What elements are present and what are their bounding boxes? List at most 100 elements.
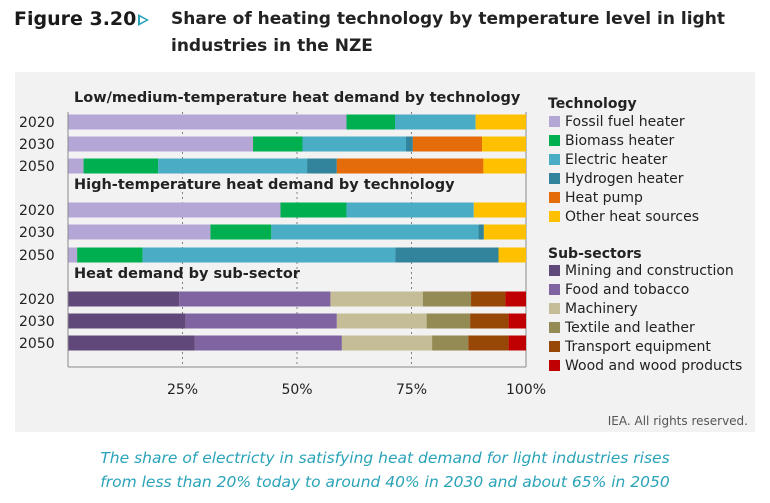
legend-item: Hydrogen heater	[565, 171, 684, 187]
bar-segment	[471, 291, 506, 307]
bar-segment	[395, 247, 499, 263]
legend-swatch	[549, 192, 560, 203]
bar-segment	[346, 202, 474, 218]
stacked-bar-chart: Low/medium-temperature heat demand by te…	[19, 90, 742, 398]
bar-segment	[498, 247, 526, 263]
bar-segment	[68, 224, 211, 240]
bar-segment	[68, 291, 180, 307]
figure-header: Figure 3.20 Share of heating technology …	[14, 6, 764, 66]
bar-segment	[307, 158, 337, 174]
bar-segment	[271, 224, 479, 240]
bar-segment	[280, 202, 347, 218]
bar-segment	[475, 114, 526, 130]
panel-title: Low/medium-temperature heat demand by te…	[74, 90, 521, 106]
bar-segment	[185, 313, 337, 329]
category-label: 2020	[19, 203, 55, 219]
legend-swatch	[549, 211, 560, 222]
bar-segment	[473, 202, 526, 218]
bar-segment	[68, 158, 84, 174]
bar-segment	[412, 136, 483, 152]
chart-panel: Low/medium-temperature heat demand by te…	[15, 72, 755, 432]
bar-segment	[468, 335, 509, 351]
category-label: 2050	[19, 248, 55, 264]
legend-swatch	[549, 135, 560, 146]
bar-segment	[508, 335, 526, 351]
bar-segment	[194, 335, 342, 351]
legend-swatch	[549, 322, 560, 333]
bar-segment	[83, 158, 159, 174]
figure-label: Figure 3.20	[14, 8, 137, 30]
bar-segment	[68, 114, 347, 130]
bar-segment	[253, 136, 303, 152]
bar-segment	[68, 335, 195, 351]
legend-item: Machinery	[565, 301, 638, 317]
legend-swatch	[549, 303, 560, 314]
panel-title: High-temperature heat demand by technolo…	[74, 177, 455, 193]
legend-swatch	[549, 173, 560, 184]
category-label: 2020	[19, 292, 55, 308]
legend-item: Heat pump	[565, 190, 643, 206]
bar-segment	[336, 158, 484, 174]
legend-item: Food and tobacco	[565, 282, 689, 298]
bar-segment	[68, 247, 78, 263]
bar-segment	[470, 313, 509, 329]
category-label: 2050	[19, 159, 55, 175]
source-note: IEA. All rights reserved.	[607, 414, 748, 428]
bar-segment	[77, 247, 143, 263]
legend-item: Biomass heater	[565, 133, 674, 149]
bar-segment	[395, 114, 476, 130]
bar-segment	[508, 313, 526, 329]
legend-item: Electric heater	[565, 152, 667, 168]
category-label: 2050	[19, 336, 55, 352]
bar-segment	[483, 158, 526, 174]
bar-segment	[68, 136, 254, 152]
play-arrow-icon	[138, 14, 149, 26]
legend-title: Technology	[548, 96, 637, 112]
x-tick-label: 100%	[506, 382, 546, 398]
legend-item: Mining and construction	[565, 263, 734, 279]
category-label: 2030	[19, 137, 55, 153]
bar-segment	[483, 224, 526, 240]
bar-segment	[158, 158, 308, 174]
legend-item: Transport equipment	[564, 339, 711, 355]
bar-segment	[68, 313, 186, 329]
x-tick-label: 25%	[167, 382, 198, 398]
legend-item: Textile and leather	[564, 320, 695, 336]
caption-line-1: The share of electricty in satisfying he…	[100, 449, 670, 467]
figure-caption: The share of electricty in satisfying he…	[0, 446, 770, 494]
legend-swatch	[549, 360, 560, 371]
x-tick-label: 50%	[281, 382, 312, 398]
bar-segment	[179, 291, 331, 307]
bar-segment	[406, 136, 413, 152]
x-tick-label: 75%	[396, 382, 427, 398]
bar-segment	[68, 202, 281, 218]
bar-segment	[330, 291, 423, 307]
legend-swatch	[549, 116, 560, 127]
bar-segment	[505, 291, 526, 307]
bar-segment	[482, 136, 526, 152]
bar-segment	[341, 335, 433, 351]
legend-item: Wood and wood products	[565, 358, 742, 374]
bar-segment	[422, 291, 472, 307]
bar-segment	[142, 247, 396, 263]
bar-segment	[478, 224, 484, 240]
legend-swatch	[549, 154, 560, 165]
bar-segment	[302, 136, 407, 152]
category-label: 2020	[19, 115, 55, 131]
bar-segment	[210, 224, 272, 240]
bar-segment	[426, 313, 471, 329]
bar-segment	[432, 335, 469, 351]
figure-title: Share of heating technology by temperatu…	[171, 9, 725, 56]
category-label: 2030	[19, 225, 55, 241]
panel-title: Heat demand by sub-sector	[74, 266, 301, 282]
caption-line-2: from less than 20% today to around 40% i…	[100, 473, 670, 491]
legend-swatch	[549, 341, 560, 352]
legend-item: Other heat sources	[565, 209, 699, 225]
legend-item: Fossil fuel heater	[565, 114, 685, 130]
category-label: 2030	[19, 314, 55, 330]
bar-segment	[336, 313, 427, 329]
legend-swatch	[549, 284, 560, 295]
bar-segment	[346, 114, 396, 130]
legend-swatch	[549, 265, 560, 276]
legend-title: Sub-sectors	[548, 246, 642, 262]
